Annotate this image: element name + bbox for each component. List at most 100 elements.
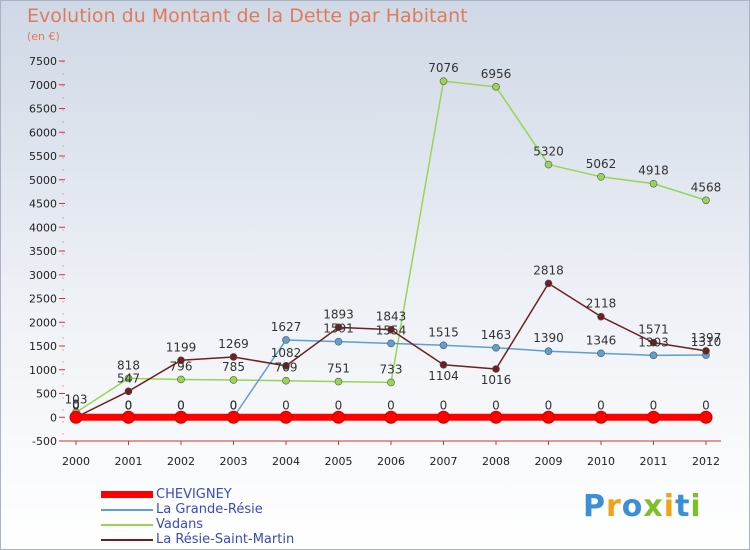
brand-letter: i	[663, 489, 676, 524]
data-label: 1843	[376, 310, 407, 324]
y-tick-label: 2000	[29, 316, 57, 329]
legend-item-vadans: Vadans	[101, 517, 341, 532]
y-tick-label: 2500	[29, 293, 57, 306]
data-point	[229, 353, 238, 361]
legend-item-la-resie-saint-martin: La Résie-Saint-Martin	[101, 532, 341, 547]
data-label: 0	[177, 398, 185, 412]
data-point	[544, 160, 553, 169]
x-tick-label: 2001	[115, 455, 143, 468]
data-label: 733	[380, 362, 403, 376]
data-point	[334, 337, 343, 346]
y-tick-label: 3500	[29, 245, 57, 258]
data-point	[387, 325, 395, 334]
brand-letter: P	[583, 489, 606, 524]
data-label: 1082	[271, 346, 302, 360]
data-label: 1554	[376, 323, 407, 337]
x-tick-label: 2004	[272, 455, 300, 468]
data-label: 1346	[586, 333, 617, 347]
legend-swatch-chevigney	[101, 491, 153, 498]
data-point	[489, 410, 503, 424]
data-point	[649, 179, 658, 188]
y-tick-label: 1500	[29, 340, 57, 353]
legend: CHEVIGNEY La Grande-Résie Vadans La Rési…	[101, 487, 341, 547]
data-label: 751	[327, 362, 350, 376]
brand-letter: o	[621, 489, 644, 524]
data-point	[334, 377, 343, 386]
data-point	[597, 349, 605, 358]
x-tick-label: 2010	[587, 455, 615, 468]
y-tick-label: 7500	[29, 55, 57, 68]
data-label: 1515	[428, 325, 459, 339]
x-tick-label: 2012	[692, 455, 720, 468]
data-point	[597, 173, 605, 181]
data-label: 0	[230, 398, 238, 412]
x-tick-label: 2005	[325, 455, 353, 468]
data-label: 0	[230, 398, 238, 412]
y-tick-label: 5500	[29, 150, 57, 163]
data-label: 0	[335, 398, 343, 412]
data-label: 0	[72, 398, 80, 412]
legend-item-la-grande-resie: La Grande-Résie	[101, 502, 341, 517]
data-label: 1397	[691, 331, 722, 345]
data-label: 0	[72, 398, 80, 412]
data-label: 1463	[481, 328, 512, 342]
data-label: 6956	[481, 67, 512, 81]
data-label: 547	[117, 371, 140, 385]
data-label: 0	[125, 398, 133, 412]
data-point	[279, 410, 293, 424]
y-tick-label: 4500	[29, 198, 57, 211]
data-label: 0	[387, 398, 395, 412]
x-tick-label: 2007	[430, 455, 458, 468]
data-label: 5320	[533, 145, 564, 159]
brand-logo: Proxiti	[583, 489, 702, 524]
legend-swatch-la-resie-saint-martin	[101, 539, 153, 541]
brand-letter: r	[606, 489, 622, 524]
data-point	[492, 83, 500, 91]
line-chart: -500 0 500 1000 1500 2000 2500 3000 3500 4000 4500…	[29, 55, 722, 468]
data-point	[177, 356, 185, 365]
data-label: 7076	[428, 61, 459, 75]
y-tick-label: 4000	[29, 221, 57, 234]
y-tick-label: 6500	[29, 103, 57, 116]
chart-title: Evolution du Montant de la Dette par Hab…	[27, 5, 468, 27]
data-label: 1390	[533, 331, 564, 345]
data-label: 1571	[638, 323, 669, 337]
data-label: 1627	[271, 320, 302, 334]
chart-subtitle: (en €)	[27, 30, 60, 43]
data-point	[174, 410, 188, 424]
legend-item-chevigney: CHEVIGNEY	[101, 487, 341, 502]
legend-label: La Résie-Saint-Martin	[156, 532, 295, 547]
data-point	[229, 376, 238, 384]
x-tick-label: 2006	[377, 455, 405, 468]
data-point	[124, 374, 133, 383]
data-point	[387, 378, 395, 387]
data-point	[122, 410, 135, 424]
data-label: 1104	[428, 369, 459, 383]
data-point	[334, 323, 343, 332]
series-vadans	[72, 77, 710, 417]
data-label: 0	[125, 398, 133, 412]
x-tick-label: 2003	[220, 455, 248, 468]
data-label: 1591	[323, 322, 354, 336]
brand-letter: x	[643, 489, 664, 524]
y-tick-label: 1000	[29, 364, 57, 377]
data-point	[542, 410, 555, 424]
data-point	[332, 410, 345, 424]
data-label: 1310	[691, 335, 722, 349]
x-tick-label: 2000	[62, 455, 90, 468]
data-point	[649, 338, 658, 347]
data-point	[177, 375, 185, 384]
data-point	[439, 361, 448, 369]
data-label: 2118	[586, 297, 617, 311]
data-label: 0	[545, 398, 553, 412]
data-label: 0	[702, 398, 710, 412]
x-tick-label: 2002	[167, 455, 195, 468]
data-label: 103	[65, 392, 88, 406]
data-point	[387, 339, 395, 348]
data-label: 1016	[481, 373, 512, 387]
data-point	[227, 410, 240, 424]
data-point	[492, 365, 500, 373]
y-tick-label: 3000	[29, 269, 57, 282]
